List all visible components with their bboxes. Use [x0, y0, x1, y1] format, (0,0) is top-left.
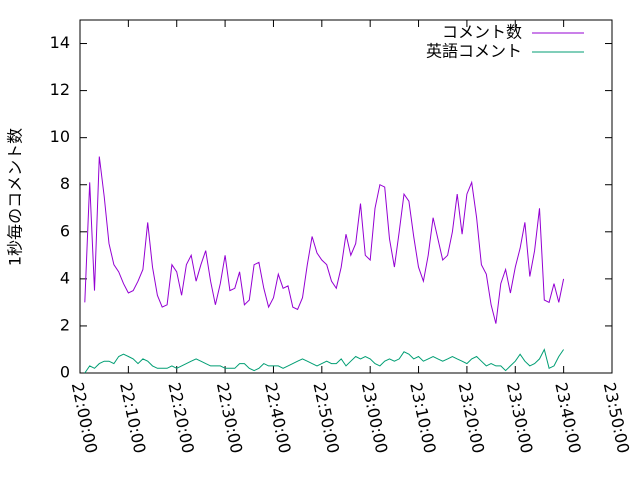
y-tick-label: 2: [60, 315, 70, 334]
x-tick-label: 23:40:00: [551, 381, 585, 455]
x-tick-label: 23:30:00: [503, 381, 537, 455]
y-tick-label: 12: [50, 80, 70, 99]
series-line: [84, 156, 565, 324]
x-tick-label: 23:20:00: [455, 381, 489, 455]
y-tick-label: 8: [60, 174, 70, 193]
x-tick-label: 22:40:00: [261, 381, 295, 455]
x-tick-label: 22:20:00: [164, 381, 198, 455]
y-tick-label: 0: [60, 363, 70, 382]
x-tick-label: 22:10:00: [116, 381, 150, 455]
x-tick-label: 23:10:00: [406, 381, 440, 455]
y-tick-label: 14: [50, 33, 70, 52]
x-tick-label: 23:50:00: [600, 381, 634, 455]
y-tick-label: 10: [50, 127, 70, 146]
series-line: [84, 348, 565, 374]
x-tick-label: 22:30:00: [213, 381, 247, 455]
plot-border: [79, 19, 613, 374]
y-tick-label: 4: [60, 268, 70, 287]
y-axis-label: 1秒毎のコメント数: [6, 128, 25, 266]
legend-label: コメント数: [442, 23, 522, 42]
x-tick-label: 22:00:00: [68, 381, 102, 455]
legend-label: 英語コメント: [426, 42, 522, 61]
x-tick-label: 22:50:00: [310, 381, 344, 455]
y-tick-label: 6: [60, 221, 70, 240]
x-tick-label: 23:00:00: [358, 381, 392, 455]
